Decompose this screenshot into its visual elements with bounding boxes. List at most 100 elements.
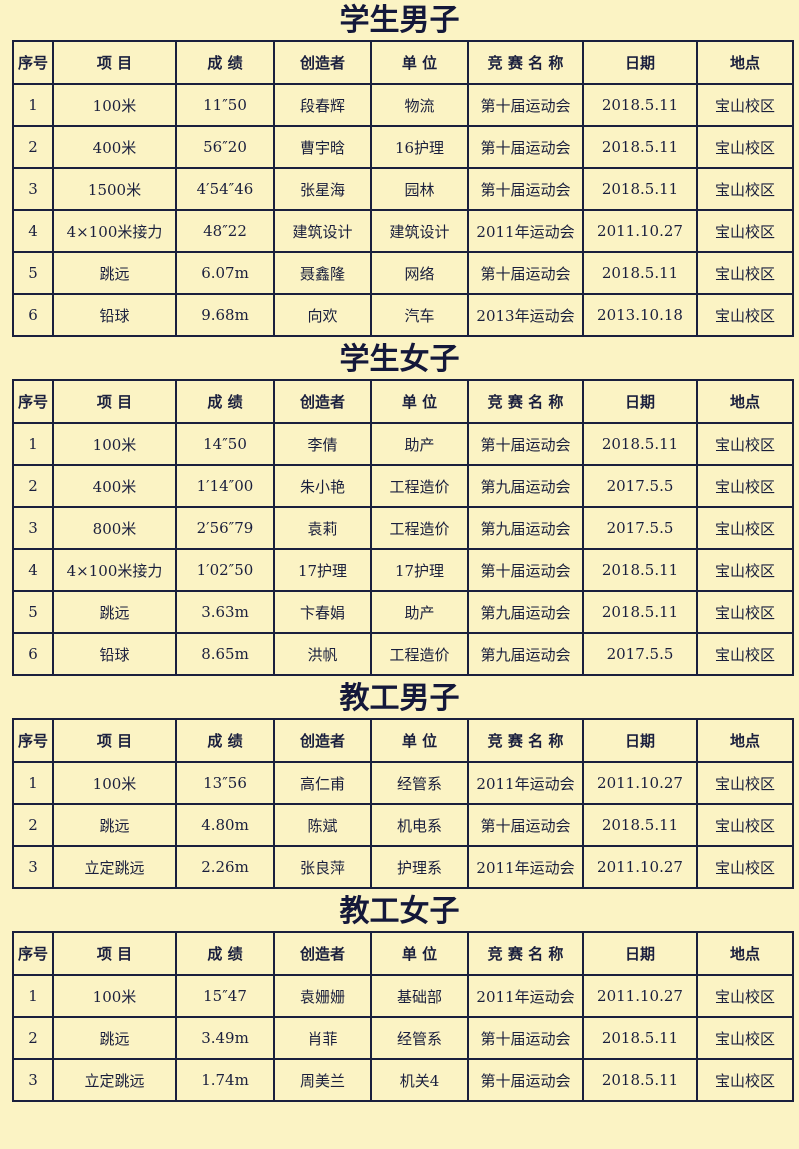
cell: 工程造价 — [370, 464, 469, 508]
section-title: 学生女子 — [339, 342, 460, 377]
cell: 宝山校区 — [696, 422, 794, 466]
cell: 宝山校区 — [696, 464, 794, 508]
data-row: 6 铅球 8.65m 洪帆 工程造价 第九届运动会 2017.5.5 宝山校区 — [12, 632, 794, 676]
cell: 宝山校区 — [696, 125, 794, 169]
cell: 宝山校区 — [696, 761, 794, 805]
cell: 2013.10.18 — [582, 293, 698, 337]
cell: 8.65m — [175, 632, 275, 676]
cell: 卞春娟 — [273, 590, 372, 634]
cell: 跳远 — [52, 251, 177, 295]
section: 学生男子 序号项 目成 绩创造者单 位竞 赛 名 称日期 地点 1 100米 11″50 段… — [0, 1, 799, 337]
cell: 立定跳远 — [52, 845, 177, 889]
cell: 经管系 — [370, 1016, 469, 1060]
cell: 2011年运动会 — [467, 209, 584, 253]
cell: 17护理 — [370, 548, 469, 592]
cell: 宝山校区 — [696, 548, 794, 592]
cell: 3 — [12, 506, 54, 550]
cell: 1.74m — [175, 1058, 275, 1102]
cell: 园林 — [370, 167, 469, 211]
header-cell: 地点 — [696, 40, 794, 85]
cell: 第十届运动会 — [467, 251, 584, 295]
record-table: 序号项 目成 绩创造者单 位竞 赛 名 称日期 地点 1 100米 13″56 高仁甫 经管… — [12, 718, 794, 889]
cell: 1 — [12, 974, 54, 1018]
header-cell: 成 绩 — [175, 931, 275, 976]
header-cell: 地点 — [696, 931, 794, 976]
section-title: 学生男子 — [339, 3, 460, 38]
header-cell: 序号 — [12, 40, 54, 85]
cell: 铅球 — [52, 293, 177, 337]
cell: 宝山校区 — [696, 590, 794, 634]
header-cell: 序号 — [12, 379, 54, 424]
header-cell: 竞 赛 名 称 — [467, 931, 584, 976]
cell: 2017.5.5 — [582, 632, 698, 676]
cell: 1′02″50 — [175, 548, 275, 592]
cell: 1 — [12, 422, 54, 466]
header-cell: 项 目 — [52, 718, 177, 763]
cell: 宝山校区 — [696, 83, 794, 127]
header-cell: 地点 — [696, 379, 794, 424]
header-cell: 竞 赛 名 称 — [467, 40, 584, 85]
header-cell: 项 目 — [52, 379, 177, 424]
cell: 2 — [12, 1016, 54, 1060]
data-row: 4 4×100米接力 48″22 建筑设计 建筑设计 2011年运动会 2011.10.27… — [12, 209, 794, 253]
cell: 袁姗姗 — [273, 974, 372, 1018]
cell: 宝山校区 — [696, 803, 794, 847]
cell: 2018.5.11 — [582, 548, 698, 592]
cell: 袁莉 — [273, 506, 372, 550]
cell: 2011年运动会 — [467, 761, 584, 805]
header-cell: 成 绩 — [175, 40, 275, 85]
cell: 宝山校区 — [696, 1058, 794, 1102]
cell: 朱小艳 — [273, 464, 372, 508]
cell: 2018.5.11 — [582, 251, 698, 295]
cell: 立定跳远 — [52, 1058, 177, 1102]
cell: 15″47 — [175, 974, 275, 1018]
header-cell: 竞 赛 名 称 — [467, 718, 584, 763]
header-row: 序号项 目成 绩创造者单 位竞 赛 名 称日期 地点 — [12, 718, 794, 763]
header-cell: 日期 — [582, 379, 698, 424]
cell: 向欢 — [273, 293, 372, 337]
cell: 洪帆 — [273, 632, 372, 676]
section: 教工女子 序号项 目成 绩创造者单 位竞 赛 名 称日期 地点 1 100米 15″47 袁… — [0, 892, 799, 1102]
record-table: 序号项 目成 绩创造者单 位竞 赛 名 称日期 地点 1 100米 11″50 段春辉 物流… — [12, 40, 794, 337]
cell: 宝山校区 — [696, 293, 794, 337]
page: 学生男子 序号项 目成 绩创造者单 位竞 赛 名 称日期 地点 1 100米 11″50 段… — [0, 1, 799, 1102]
cell: 第十届运动会 — [467, 125, 584, 169]
cell: 基础部 — [370, 974, 469, 1018]
cell: 2011年运动会 — [467, 974, 584, 1018]
cell: 2 — [12, 803, 54, 847]
data-row: 5 跳远 6.07m 聂鑫隆 网络 第十届运动会 2018.5.11 宝山校区 — [12, 251, 794, 295]
cell: 宝山校区 — [696, 209, 794, 253]
cell: 4×100米接力 — [52, 209, 177, 253]
cell: 聂鑫隆 — [273, 251, 372, 295]
cell: 1 — [12, 83, 54, 127]
record-table: 序号项 目成 绩创造者单 位竞 赛 名 称日期 地点 1 100米 15″47 袁姗姗 基础… — [12, 931, 794, 1102]
cell: 13″56 — [175, 761, 275, 805]
cell: 2018.5.11 — [582, 803, 698, 847]
cell: 2011.10.27 — [582, 761, 698, 805]
cell: 2.26m — [175, 845, 275, 889]
cell: 建筑设计 — [370, 209, 469, 253]
cell: 48″22 — [175, 209, 275, 253]
cell: 张良萍 — [273, 845, 372, 889]
cell: 1′14″00 — [175, 464, 275, 508]
cell: 2011.10.27 — [582, 974, 698, 1018]
cell: 4 — [12, 209, 54, 253]
cell: 网络 — [370, 251, 469, 295]
cell: 2 — [12, 125, 54, 169]
header-cell: 创造者 — [273, 379, 372, 424]
cell: 2018.5.11 — [582, 1058, 698, 1102]
header-cell: 单 位 — [370, 718, 469, 763]
cell: 2013年运动会 — [467, 293, 584, 337]
cell: 宝山校区 — [696, 506, 794, 550]
cell: 4.80m — [175, 803, 275, 847]
data-row: 4 4×100米接力 1′02″50 17护理 17护理 第十届运动会 2018.5.11 宝… — [12, 548, 794, 592]
section: 教工男子 序号项 目成 绩创造者单 位竞 赛 名 称日期 地点 1 100米 13″56 高… — [0, 679, 799, 889]
cell: 2018.5.11 — [582, 590, 698, 634]
cell: 4×100米接力 — [52, 548, 177, 592]
cell: 宝山校区 — [696, 632, 794, 676]
cell: 工程造价 — [370, 632, 469, 676]
header-cell: 成 绩 — [175, 379, 275, 424]
cell: 2 — [12, 464, 54, 508]
cell: 助产 — [370, 422, 469, 466]
cell: 6.07m — [175, 251, 275, 295]
